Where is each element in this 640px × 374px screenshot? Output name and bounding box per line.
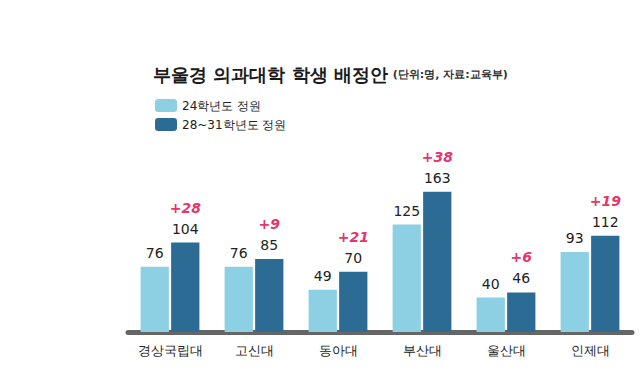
svg-text:(단위:명, 자료:교육부): (단위:명, 자료:교육부)	[393, 68, 508, 81]
svg-text:+6: +6	[511, 249, 533, 265]
svg-text:동아대: 동아대	[319, 343, 358, 358]
svg-text:70: 70	[344, 250, 362, 266]
svg-text:+38: +38	[422, 149, 453, 165]
svg-text:40: 40	[482, 276, 500, 292]
svg-text:인제대: 인제대	[571, 343, 610, 358]
svg-text:28~31학년도 정원: 28~31학년도 정원	[182, 118, 286, 132]
svg-text:104: 104	[172, 221, 199, 237]
svg-text:+19: +19	[590, 193, 621, 209]
svg-text:+28: +28	[170, 200, 201, 216]
svg-text:46: 46	[512, 270, 530, 286]
svg-text:76: 76	[146, 245, 164, 261]
svg-text:93: 93	[566, 230, 584, 246]
svg-text:경상국립대: 경상국립대	[138, 343, 203, 358]
svg-text:112: 112	[592, 214, 619, 230]
svg-text:울산대: 울산대	[487, 343, 526, 358]
svg-text:부산대: 부산대	[403, 343, 442, 358]
svg-text:고신대: 고신대	[235, 343, 274, 358]
svg-text:125: 125	[393, 203, 420, 219]
svg-text:76: 76	[230, 245, 248, 261]
svg-text:163: 163	[424, 170, 451, 186]
svg-text:49: 49	[314, 268, 332, 284]
svg-text:+21: +21	[338, 229, 369, 245]
svg-text:+9: +9	[259, 216, 281, 232]
svg-text:85: 85	[260, 237, 278, 253]
svg-text:24학년도 정원: 24학년도 정원	[182, 99, 261, 113]
svg-text:부울경 의과대학 학생 배정안: 부울경 의과대학 학생 배정안	[153, 64, 388, 85]
